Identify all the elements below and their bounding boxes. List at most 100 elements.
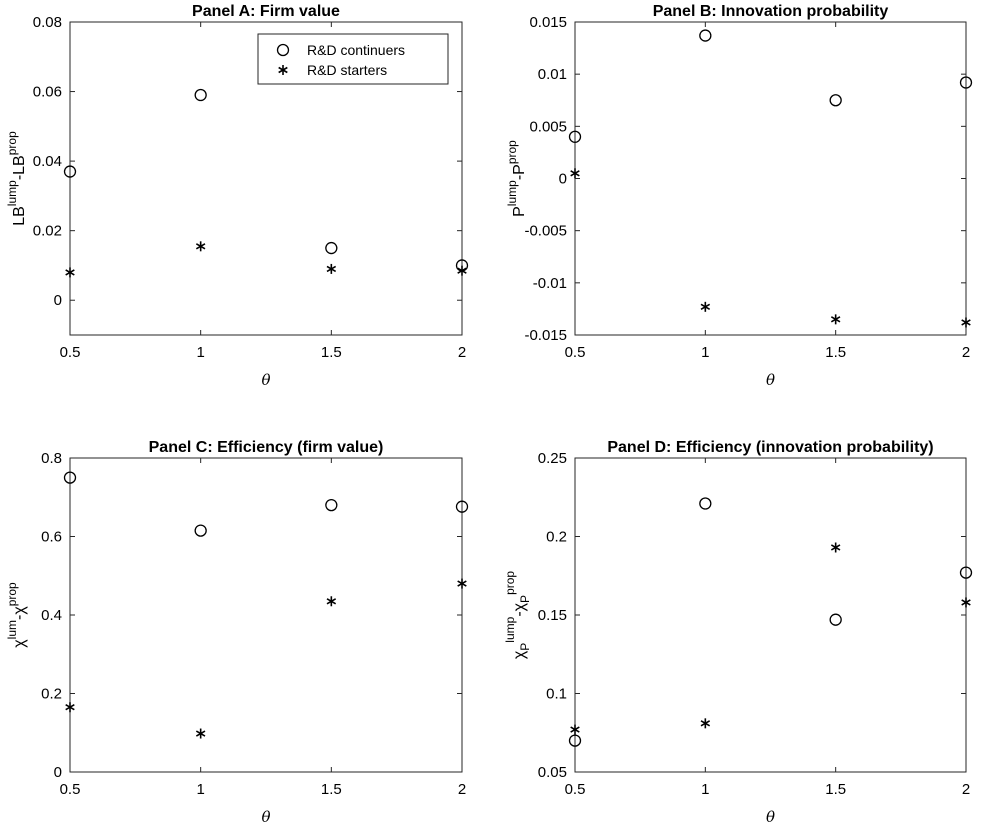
- y-axis-label-part: prop: [5, 131, 19, 155]
- x-tick-label: 2: [962, 344, 970, 361]
- y-tick-label: 0.01: [538, 66, 567, 83]
- y-axis-label-part: prop: [5, 582, 19, 606]
- data-point-circle: [194, 88, 207, 102]
- asterisk-stroke: [700, 720, 711, 727]
- legend-marker-asterisk: [278, 65, 288, 75]
- data-point-asterisk: [700, 301, 711, 312]
- y-tick-label: 0.6: [41, 529, 62, 546]
- y-axis-label-part: -χ: [11, 606, 28, 620]
- x-tick-label: 1.5: [321, 781, 342, 798]
- data-point-asterisk: [700, 718, 711, 729]
- y-axis-label-part: -P: [511, 164, 528, 180]
- asterisk-stroke: [570, 726, 580, 733]
- y-axis-label-part: lum: [5, 620, 19, 639]
- plot-area: [574, 21, 967, 336]
- asterisk-stroke: [65, 269, 75, 276]
- plot-area: [69, 457, 463, 773]
- y-axis-label-part: prop: [503, 571, 517, 595]
- y-axis-label: χlum-χprop: [5, 582, 28, 648]
- data-point-circle: [959, 566, 973, 579]
- asterisk-stroke: [700, 303, 711, 311]
- y-tick-label: 0.25: [538, 450, 567, 467]
- data-point-circle: [699, 29, 712, 42]
- data-point-asterisk: [830, 542, 841, 553]
- x-tick-label: 2: [458, 344, 466, 361]
- legend-box: [257, 33, 449, 85]
- legend-label: R&D continuers: [307, 42, 405, 58]
- chart-title: Panel D: Efficiency (innovation probabil…: [607, 439, 933, 456]
- asterisk-stroke: [195, 730, 206, 737]
- data-point-asterisk: [65, 267, 75, 278]
- y-tick-label: 0.1: [546, 686, 567, 703]
- asterisk-stroke: [278, 66, 288, 74]
- y-tick-label: 0: [54, 292, 62, 309]
- y-tick-label: 0.4: [41, 607, 62, 624]
- y-tick-label: -0.01: [533, 275, 567, 292]
- data-point-circle: [63, 165, 77, 178]
- data-point-asterisk: [830, 314, 841, 325]
- data-point-circle: [699, 497, 712, 510]
- y-axis-label-part: lump: [505, 180, 519, 206]
- data-point-circle: [829, 94, 842, 107]
- data-point-asterisk: [570, 168, 580, 179]
- asterisk-stroke: [326, 598, 337, 605]
- x-tick-label: 1.5: [321, 344, 342, 361]
- x-tick-label: 0.5: [565, 344, 586, 361]
- y-axis-label-part: χ: [11, 639, 28, 648]
- data-point-asterisk: [961, 597, 971, 608]
- asterisk-stroke: [195, 243, 206, 250]
- chart-title: Panel B: Innovation probability: [653, 3, 889, 20]
- x-tick-label: 1.5: [825, 781, 846, 798]
- panel-d: Panel D: Efficiency (innovation probabil…: [503, 439, 973, 826]
- x-axis-label: θ: [766, 371, 775, 389]
- x-tick-label: 0.5: [565, 781, 586, 798]
- y-axis-label: χPlump-χPprop: [503, 571, 532, 660]
- x-tick-label: 0.5: [60, 781, 81, 798]
- chart-title: Panel C: Efficiency (firm value): [149, 439, 384, 456]
- y-tick-label: -0.015: [524, 327, 567, 344]
- data-point-asterisk: [326, 263, 337, 274]
- y-tick-label: 0.2: [41, 686, 62, 703]
- legend-label: R&D starters: [307, 62, 387, 78]
- x-tick-label: 1: [701, 344, 709, 361]
- y-tick-label: 0.06: [33, 84, 62, 101]
- data-point-asterisk: [961, 317, 971, 328]
- y-tick-label: 0: [559, 171, 567, 188]
- y-tick-label: 0.2: [546, 529, 567, 546]
- y-tick-label: 0.05: [538, 764, 567, 781]
- data-point-asterisk: [195, 241, 206, 252]
- y-axis-label-part: P: [518, 643, 532, 651]
- y-axis-label: LBlump-LBprop: [5, 131, 28, 226]
- data-point-circle: [455, 500, 469, 513]
- x-axis-label: θ: [766, 808, 775, 826]
- data-point-asterisk: [457, 578, 467, 589]
- y-axis-label-part: χ: [511, 650, 528, 659]
- y-axis-label-part: lump: [503, 616, 517, 642]
- y-tick-label: 0.005: [529, 118, 567, 135]
- data-point-asterisk: [65, 702, 75, 713]
- asterisk-stroke: [457, 580, 467, 587]
- x-axis-label: θ: [261, 371, 270, 389]
- asterisk-stroke: [326, 265, 337, 273]
- plot-area: [69, 21, 463, 336]
- data-point-circle: [568, 130, 582, 143]
- asterisk-stroke: [457, 267, 467, 274]
- y-tick-label: 0.8: [41, 450, 62, 467]
- data-point-asterisk: [457, 265, 467, 276]
- x-tick-label: 2: [962, 781, 970, 798]
- y-axis-label-part: -χ: [511, 602, 528, 616]
- y-tick-label: 0.015: [529, 14, 567, 31]
- panel-a: Panel A: Firm value 0.5 1 1.5 2 0 0.02 0.04 0.06…: [5, 3, 469, 389]
- panel-b: Panel B: Innovation probability 0.5 1 1.5 2 -…: [505, 3, 973, 389]
- y-axis-label-part: lump: [5, 180, 19, 206]
- data-point-asterisk: [195, 728, 206, 739]
- plot-area: [574, 457, 967, 773]
- legend: R&D continuers R&D starters: [257, 33, 449, 85]
- x-tick-label: 1: [196, 781, 204, 798]
- asterisk-stroke: [65, 704, 75, 711]
- x-axis-label: θ: [261, 808, 270, 826]
- y-tick-label: 0.15: [538, 607, 567, 624]
- y-axis-label-part: prop: [505, 140, 519, 164]
- data-point-circle: [325, 498, 338, 512]
